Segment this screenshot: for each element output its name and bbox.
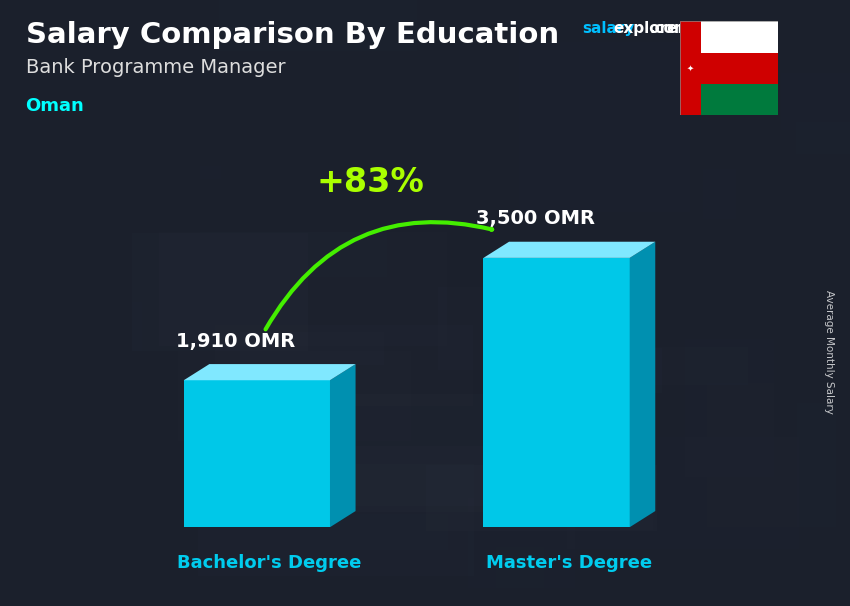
Bar — [184, 380, 330, 527]
Text: Bachelor's Degree: Bachelor's Degree — [178, 554, 362, 572]
Bar — [215, 325, 473, 406]
Bar — [677, 208, 790, 248]
Bar — [228, 395, 337, 510]
Bar — [252, 0, 353, 121]
Bar — [558, 348, 661, 393]
Bar — [680, 21, 701, 115]
Bar — [543, 213, 750, 318]
Bar — [739, 248, 850, 281]
Text: 3,500 OMR: 3,500 OMR — [476, 209, 595, 228]
Bar — [685, 339, 774, 478]
Bar — [484, 258, 630, 527]
Bar — [780, 73, 850, 130]
Bar — [439, 287, 631, 370]
Bar — [201, 446, 494, 512]
Bar — [159, 232, 447, 345]
Bar — [22, 306, 116, 458]
Bar — [706, 382, 836, 527]
Polygon shape — [484, 242, 655, 258]
Bar — [190, 427, 268, 490]
Text: 1,910 OMR: 1,910 OMR — [177, 331, 296, 351]
Bar — [680, 21, 778, 53]
Bar — [680, 84, 778, 115]
Bar — [219, 0, 417, 90]
Bar — [567, 437, 799, 549]
Polygon shape — [330, 364, 355, 527]
Bar — [178, 351, 411, 441]
Text: explorer: explorer — [614, 21, 686, 36]
Bar — [499, 431, 653, 530]
Text: Master's Degree: Master's Degree — [486, 554, 653, 572]
Bar — [240, 332, 384, 365]
Text: .com: .com — [649, 21, 690, 36]
Bar — [185, 0, 433, 52]
Text: salary: salary — [582, 21, 635, 36]
Bar — [300, 514, 448, 550]
Bar — [507, 203, 570, 360]
Bar — [0, 478, 46, 604]
Bar — [796, 122, 850, 153]
Text: ✦: ✦ — [687, 64, 694, 73]
Bar — [417, 550, 589, 606]
Bar — [519, 42, 690, 213]
Text: Oman: Oman — [26, 97, 84, 115]
Bar — [505, 168, 736, 270]
Bar — [0, 373, 101, 445]
Bar — [200, 166, 387, 277]
Bar — [426, 465, 657, 531]
Bar — [796, 403, 850, 527]
Text: Bank Programme Manager: Bank Programme Manager — [26, 58, 285, 76]
Bar — [770, 201, 850, 276]
Bar — [703, 53, 850, 219]
Text: +83%: +83% — [316, 166, 424, 199]
Bar — [680, 53, 778, 84]
Polygon shape — [630, 242, 655, 527]
Bar — [542, 347, 749, 385]
Bar — [468, 498, 575, 588]
Text: Average Monthly Salary: Average Monthly Salary — [824, 290, 834, 413]
Bar — [28, 302, 142, 354]
Bar — [88, 118, 221, 179]
Bar — [198, 464, 473, 576]
Bar — [503, 35, 678, 110]
Bar — [76, 0, 175, 90]
Bar — [656, 555, 808, 606]
Bar — [266, 395, 505, 506]
Bar — [133, 233, 309, 351]
Polygon shape — [184, 364, 355, 380]
Text: Salary Comparison By Education: Salary Comparison By Education — [26, 21, 558, 49]
Bar — [496, 547, 544, 606]
